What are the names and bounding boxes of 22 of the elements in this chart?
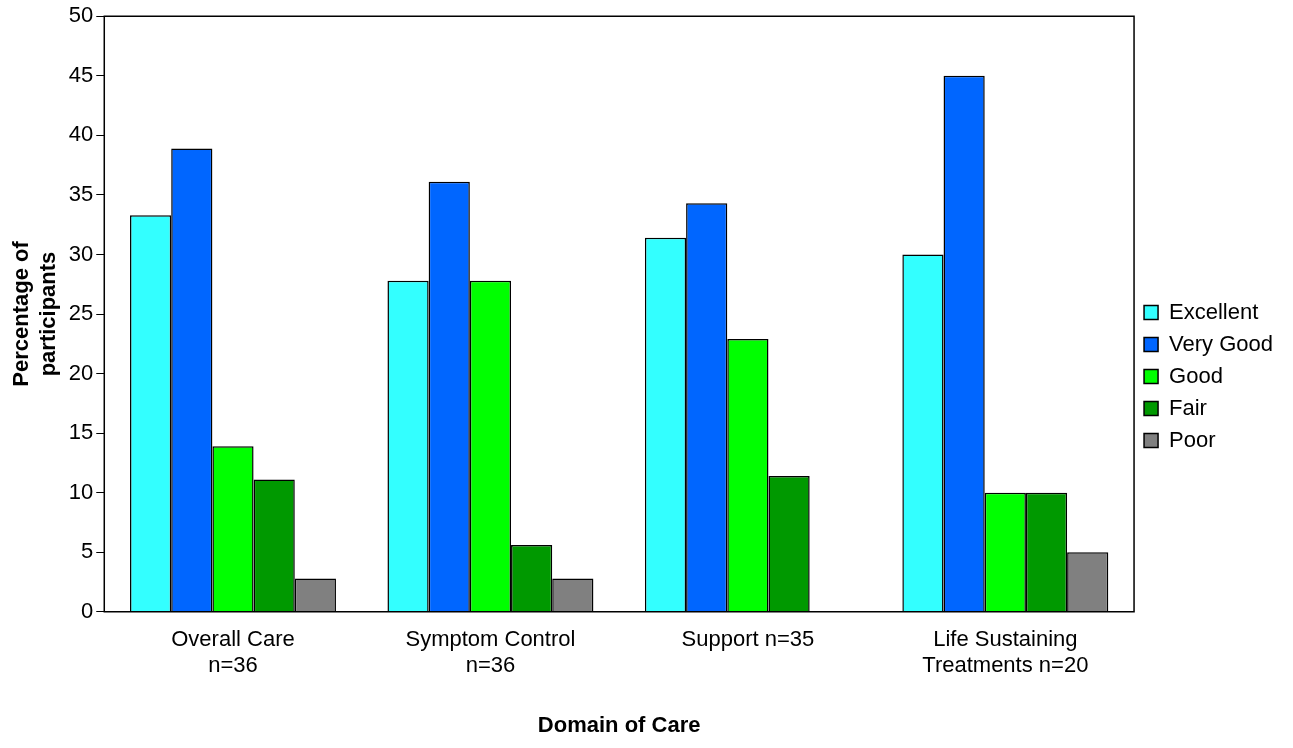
x-tick-label: Overall Care n=36 (171, 626, 295, 678)
y-tick-label: 35 (68, 180, 94, 206)
x-axis-title: Domain of Care (537, 711, 701, 737)
legend-label: Fair (1169, 394, 1207, 420)
y-tick-label: 30 (68, 240, 94, 266)
y-tick-label: 50 (68, 2, 94, 28)
legend-label: Very Good (1169, 330, 1273, 356)
x-tick-label: Life Sustaining Treatments n=20 (922, 626, 1089, 678)
y-tick-label: 45 (68, 61, 94, 87)
y-tick-label: 15 (68, 419, 94, 445)
y-tick-label: 25 (68, 300, 94, 326)
y-tick-label: 20 (68, 359, 94, 385)
legend-label: Good (1169, 362, 1223, 388)
y-tick-label: 5 (81, 538, 94, 564)
legend-label: Poor (1169, 426, 1216, 452)
x-tick-label: Support n=35 (681, 626, 815, 652)
y-tick-label: 40 (68, 121, 94, 147)
y-tick-label: 10 (68, 478, 94, 504)
y-axis-title: Percentage of participants (8, 240, 60, 387)
y-tick-label: 0 (81, 597, 94, 623)
legend-label: Excellent (1169, 298, 1259, 324)
x-tick-label: Symptom Control n=36 (405, 626, 576, 678)
